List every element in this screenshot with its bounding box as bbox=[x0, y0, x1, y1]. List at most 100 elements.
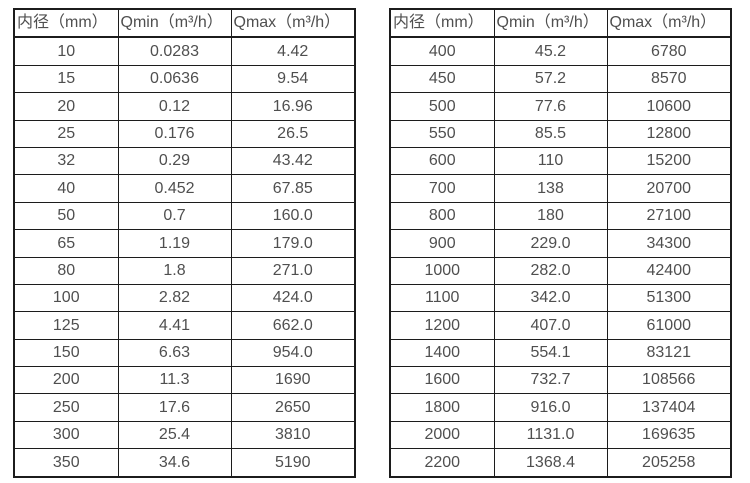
table-cell: 16.96 bbox=[230, 92, 356, 121]
table-cell: 180 bbox=[493, 201, 608, 231]
table-cell: 0.0283 bbox=[117, 36, 232, 66]
table-cell: 138 bbox=[493, 174, 608, 203]
table-cell: 169635 bbox=[606, 420, 732, 450]
table-cell: 100 bbox=[13, 283, 119, 313]
table-row: 350 34.6 5190 bbox=[13, 448, 356, 478]
table-row: 450 57.2 8570 bbox=[389, 64, 732, 94]
table-row: 15 0.0636 9.54 bbox=[13, 64, 356, 94]
table-cell: 26.5 bbox=[230, 119, 356, 148]
table-cell: 0.0636 bbox=[117, 64, 232, 94]
table-cell: 51300 bbox=[606, 283, 732, 313]
table-cell: 43.42 bbox=[230, 146, 356, 176]
table-cell: 10 bbox=[13, 36, 119, 66]
table-row: 1800 916.0 137404 bbox=[389, 393, 732, 422]
table-cell: 108566 bbox=[606, 366, 732, 395]
table-cell: 160.0 bbox=[230, 201, 356, 231]
table-cell: 0.452 bbox=[117, 174, 232, 203]
table-cell: 125 bbox=[13, 311, 119, 340]
table-row: 900 229.0 34300 bbox=[389, 229, 732, 258]
table-cell: 205258 bbox=[606, 448, 732, 478]
table-row: 2200 1368.4 205258 bbox=[389, 448, 732, 478]
table-cell: 0.29 bbox=[117, 146, 232, 176]
table-row: 50 0.7 160.0 bbox=[13, 201, 356, 231]
table-row: 10 0.0283 4.42 bbox=[13, 36, 356, 66]
table-cell: 6780 bbox=[606, 36, 732, 66]
table-cell: 200 bbox=[13, 366, 119, 395]
table-cell: 4.42 bbox=[230, 36, 356, 66]
table-cell: 1690 bbox=[230, 366, 356, 395]
table-cell: 342.0 bbox=[493, 283, 608, 313]
table-cell: 1100 bbox=[389, 283, 495, 313]
table-cell: 1200 bbox=[389, 311, 495, 340]
column-header: 内径（mm） bbox=[13, 8, 119, 39]
table-cell: 600 bbox=[389, 146, 495, 176]
table-cell: 17.6 bbox=[117, 393, 232, 422]
table-row: 32 0.29 43.42 bbox=[13, 146, 356, 176]
table-row: 80 1.8 271.0 bbox=[13, 256, 356, 285]
table-cell: 9.54 bbox=[230, 64, 356, 94]
table-cell: 110 bbox=[493, 146, 608, 176]
table-cell: 137404 bbox=[606, 393, 732, 422]
flow-range-table-large-diameters: 内径（mm） Qmin（m³/h） Qmax（m³/h） 400 45.2 6780 45… bbox=[389, 8, 732, 478]
table-cell: 15200 bbox=[606, 146, 732, 176]
table-cell: 1000 bbox=[389, 256, 495, 285]
table-row: 150 6.63 954.0 bbox=[13, 338, 356, 368]
header-row: 内径（mm） Qmin（m³/h） Qmax（m³/h） bbox=[389, 8, 732, 39]
table-cell: 407.0 bbox=[493, 311, 608, 340]
table-row: 300 25.4 3810 bbox=[13, 420, 356, 450]
table-row: 200 11.3 1690 bbox=[13, 366, 356, 395]
table-cell: 150 bbox=[13, 338, 119, 368]
table-cell: 20 bbox=[13, 92, 119, 121]
table-row: 100 2.82 424.0 bbox=[13, 283, 356, 313]
table-cell: 916.0 bbox=[493, 393, 608, 422]
column-header: 内径（mm） bbox=[389, 8, 495, 39]
table-cell: 1.8 bbox=[117, 256, 232, 285]
table-row: 1200 407.0 61000 bbox=[389, 311, 732, 340]
table-cell: 450 bbox=[389, 64, 495, 94]
table-cell: 424.0 bbox=[230, 283, 356, 313]
table-cell: 1368.4 bbox=[493, 448, 608, 478]
table-cell: 83121 bbox=[606, 338, 732, 368]
table-cell: 34.6 bbox=[117, 448, 232, 478]
table-cell: 350 bbox=[13, 448, 119, 478]
table-cell: 954.0 bbox=[230, 338, 356, 368]
table-cell: 11.3 bbox=[117, 366, 232, 395]
column-header: Qmin（m³/h） bbox=[117, 8, 232, 39]
table-cell: 400 bbox=[389, 36, 495, 66]
table-cell: 27100 bbox=[606, 201, 732, 231]
table-row: 1400 554.1 83121 bbox=[389, 338, 732, 368]
table-cell: 300 bbox=[13, 420, 119, 450]
table-cell: 179.0 bbox=[230, 229, 356, 258]
table-cell: 1400 bbox=[389, 338, 495, 368]
table-cell: 61000 bbox=[606, 311, 732, 340]
table-row: 500 77.6 10600 bbox=[389, 92, 732, 121]
table-cell: 550 bbox=[389, 119, 495, 148]
table-row: 700 138 20700 bbox=[389, 174, 732, 203]
table-cell: 45.2 bbox=[493, 36, 608, 66]
table-cell: 1600 bbox=[389, 366, 495, 395]
table-row: 40 0.452 67.85 bbox=[13, 174, 356, 203]
column-header: Qmin（m³/h） bbox=[493, 8, 608, 39]
table-cell: 80 bbox=[13, 256, 119, 285]
table-cell: 500 bbox=[389, 92, 495, 121]
table-cell: 0.176 bbox=[117, 119, 232, 148]
table-row: 65 1.19 179.0 bbox=[13, 229, 356, 258]
table-cell: 12800 bbox=[606, 119, 732, 148]
table-cell: 10600 bbox=[606, 92, 732, 121]
table-cell: 20700 bbox=[606, 174, 732, 203]
table-cell: 1800 bbox=[389, 393, 495, 422]
table-cell: 1.19 bbox=[117, 229, 232, 258]
table-cell: 85.5 bbox=[493, 119, 608, 148]
flow-range-table-small-diameters: 内径（mm） Qmin（m³/h） Qmax（m³/h） 10 0.0283 4.42 1… bbox=[13, 8, 356, 478]
table-cell: 6.63 bbox=[117, 338, 232, 368]
table-cell: 229.0 bbox=[493, 229, 608, 258]
table-cell: 900 bbox=[389, 229, 495, 258]
table-cell: 282.0 bbox=[493, 256, 608, 285]
table-cell: 732.7 bbox=[493, 366, 608, 395]
table-cell: 4.41 bbox=[117, 311, 232, 340]
table-row: 1100 342.0 51300 bbox=[389, 283, 732, 313]
table-cell: 42400 bbox=[606, 256, 732, 285]
table-cell: 40 bbox=[13, 174, 119, 203]
table-cell: 800 bbox=[389, 201, 495, 231]
